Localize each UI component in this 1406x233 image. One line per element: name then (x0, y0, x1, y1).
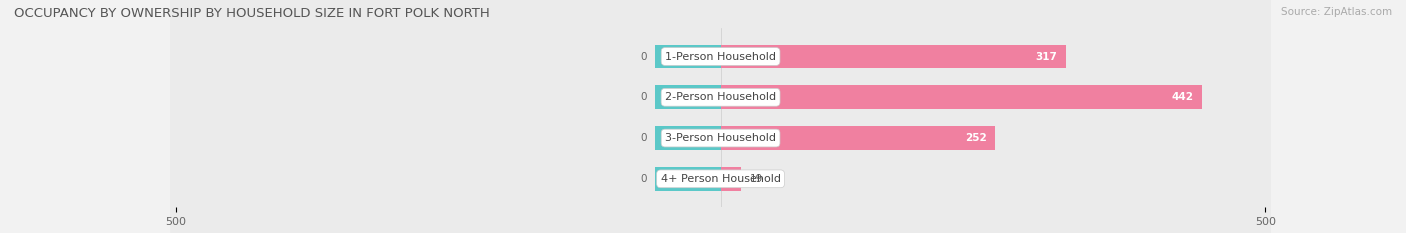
FancyBboxPatch shape (170, 0, 1271, 233)
Text: 2-Person Household: 2-Person Household (665, 92, 776, 102)
Text: 0: 0 (640, 133, 647, 143)
Text: 1-Person Household: 1-Person Household (665, 51, 776, 62)
Text: 442: 442 (1171, 92, 1194, 102)
Bar (655, 45, 721, 68)
Text: 3-Person Household: 3-Person Household (665, 133, 776, 143)
Text: 4+ Person Household: 4+ Person Household (661, 174, 780, 184)
Bar (721, 86, 1202, 109)
FancyBboxPatch shape (170, 0, 1271, 233)
Text: 317: 317 (1035, 51, 1057, 62)
Bar (721, 126, 995, 150)
Bar (655, 167, 721, 191)
Bar (655, 126, 721, 150)
Bar (721, 45, 1066, 68)
Bar (655, 86, 721, 109)
Text: 19: 19 (749, 174, 763, 184)
Text: OCCUPANCY BY OWNERSHIP BY HOUSEHOLD SIZE IN FORT POLK NORTH: OCCUPANCY BY OWNERSHIP BY HOUSEHOLD SIZE… (14, 7, 489, 20)
Text: 0: 0 (640, 174, 647, 184)
Text: 0: 0 (640, 51, 647, 62)
Text: 252: 252 (965, 133, 987, 143)
FancyBboxPatch shape (170, 0, 1271, 233)
Text: 0: 0 (640, 92, 647, 102)
Bar (721, 167, 741, 191)
FancyBboxPatch shape (170, 0, 1271, 233)
Text: Source: ZipAtlas.com: Source: ZipAtlas.com (1281, 7, 1392, 17)
